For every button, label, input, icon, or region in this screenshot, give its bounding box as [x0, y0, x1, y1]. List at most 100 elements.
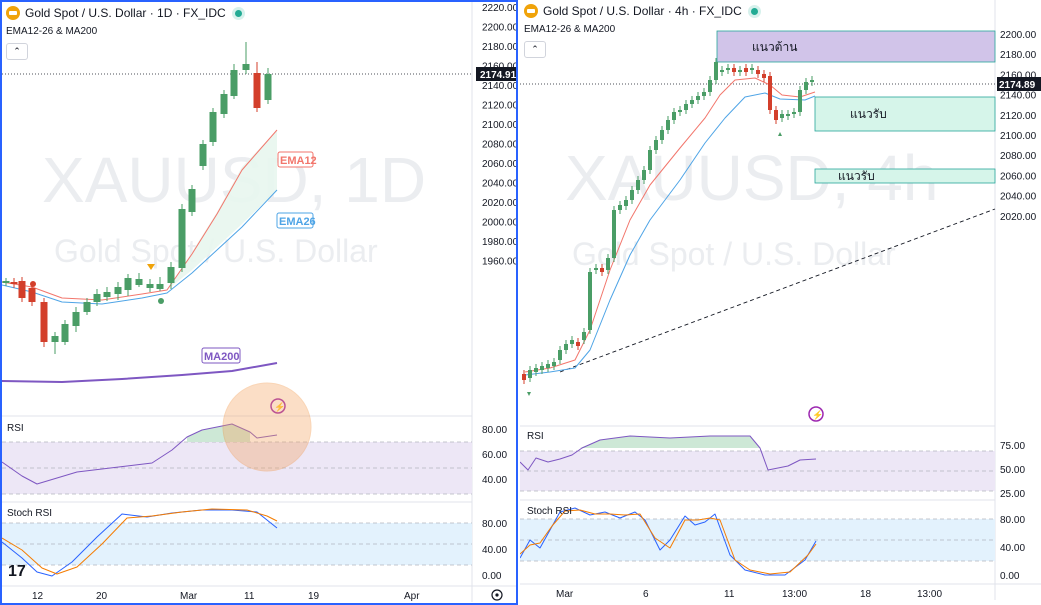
4h-candle [588, 272, 592, 330]
4h-candle [756, 70, 760, 74]
4h-candle [750, 68, 754, 70]
4h-candle [528, 370, 532, 378]
4h-candle [804, 82, 808, 90]
rsi-axis-label: 60.00 [482, 450, 507, 461]
alert-badge-icon[interactable] [808, 406, 824, 422]
stoch-axis-label: 0.00 [482, 571, 502, 582]
chart-title[interactable]: Gold Spot / U.S. Dollar · 4h · FX_IDC [543, 4, 742, 18]
time-axis-label: Mar [556, 589, 574, 600]
ema12-line [524, 77, 816, 373]
price-axis-label: 2140.00 [482, 81, 518, 92]
4h-candle [594, 268, 598, 270]
last-price-label: 2174.89 [999, 80, 1036, 91]
4h-candle [678, 110, 682, 112]
time-axis-label: 11 [244, 591, 255, 602]
rsi-axis-label: 75.00 [1000, 441, 1025, 452]
4h-candle [786, 114, 790, 116]
4h-candle [744, 68, 748, 72]
ma200-tag [201, 347, 241, 364]
ema12-line [2, 129, 278, 301]
daily-candle [178, 209, 186, 268]
stoch-d-line [2, 508, 278, 575]
collapse-legend-button[interactable]: ⌃ [6, 43, 28, 60]
stoch-d-line [520, 509, 817, 575]
4h-candle [642, 170, 646, 180]
daily-chart-panel[interactable]: XAUUSD, 1D Gold Spot / U.S. Dollar 2220.00… [0, 0, 518, 605]
price-axis-label: 2080.00 [482, 140, 518, 151]
support-zone-upper[interactable] [814, 96, 996, 132]
stoch-axis-label: 40.00 [1000, 543, 1025, 554]
4h-candle [534, 368, 538, 372]
price-axis-label: 2000.00 [482, 218, 518, 229]
daily-candle [51, 336, 59, 342]
chart-title[interactable]: Gold Spot / U.S. Dollar · 1D · FX_IDC [25, 6, 226, 20]
4h-candle [714, 62, 718, 80]
time-axis-label: 18 [860, 589, 872, 600]
sell-signal-marker [30, 281, 36, 287]
price-axis-label: 2080.00 [1000, 151, 1037, 162]
rsi-axis-label: 25.00 [1000, 489, 1025, 500]
price-axis-label: 2200.00 [1000, 30, 1037, 41]
ema26-tag [276, 212, 314, 229]
4h-candle [768, 76, 772, 110]
4h-candle [792, 112, 796, 114]
settings-gear-icon[interactable] [491, 589, 503, 601]
daily-candle [146, 284, 154, 288]
4h-candle [606, 258, 610, 270]
tradingview-logo[interactable]: 17 [8, 563, 26, 580]
4h-candle [576, 342, 580, 346]
4h-candle [732, 68, 736, 72]
daily-candle [199, 144, 207, 166]
stoch-axis-label: 80.00 [482, 519, 507, 530]
daily-candle [242, 64, 250, 70]
gold-symbol-icon [6, 6, 20, 20]
stoch-rsi-pane-label[interactable]: Stoch RSI [527, 506, 573, 517]
price-axis-label: 1980.00 [482, 237, 518, 248]
watermark-name: Gold Spot / U.S. Dollar [572, 236, 896, 272]
support-zone-lower[interactable] [814, 168, 996, 184]
time-axis-label: 13:00 [917, 589, 942, 600]
rsi-pane-label[interactable]: RSI [7, 423, 24, 434]
time-axis-label: 20 [96, 591, 108, 602]
price-axis-label: 2060.00 [482, 159, 518, 170]
settings-gear-hub [495, 593, 499, 597]
4h-candle [552, 362, 556, 366]
4h-candle [558, 350, 562, 360]
4h-candle [648, 150, 652, 170]
ema26-line [524, 92, 816, 376]
4h-candle [726, 68, 730, 70]
price-axis-label: 2120.00 [482, 101, 518, 112]
rsi-axis-label: 80.00 [482, 425, 507, 436]
daily-candle [209, 112, 217, 142]
price-axis-label: 2040.00 [482, 179, 518, 190]
price-axis-label: 2200.00 [482, 23, 518, 34]
resistance-zone[interactable] [716, 30, 996, 63]
time-axis-label: 19 [308, 591, 320, 602]
alert-badge-icon[interactable] [270, 398, 286, 414]
time-axis-label: Apr [404, 591, 420, 602]
stoch-axis-label: 40.00 [482, 545, 507, 556]
last-price-tag [476, 67, 516, 81]
indicator-legend[interactable]: EMA12-26 & MA200 [524, 24, 616, 35]
ema12-tag [277, 151, 314, 168]
daily-candle [103, 292, 111, 297]
daily-candle [188, 189, 196, 212]
price-axis-label: 2180.00 [482, 42, 518, 53]
trendline[interactable] [559, 208, 996, 373]
daily-candle [230, 70, 238, 96]
collapse-legend-button[interactable]: ⌃ [524, 41, 546, 58]
rsi-pane-label[interactable]: RSI [527, 431, 544, 442]
daily-candle [114, 287, 122, 294]
buy-signal-marker [158, 298, 164, 304]
4h-chart-panel[interactable]: XAUUSD, 4h Gold Spot / U.S. Dollar 2200.00… [520, 0, 1041, 605]
4h-candle [738, 70, 742, 72]
market-status-icon[interactable] [750, 7, 758, 15]
resistance-zone-label: แนวต้าน [752, 40, 797, 54]
market-status-icon[interactable] [234, 9, 242, 17]
support-zone-lower-label: แนวรับ [838, 169, 875, 183]
stoch-rsi-pane-label[interactable]: Stoch RSI [7, 508, 53, 519]
indicator-legend[interactable]: EMA12-26 & MA200 [6, 26, 98, 37]
4h-candle [564, 344, 568, 350]
